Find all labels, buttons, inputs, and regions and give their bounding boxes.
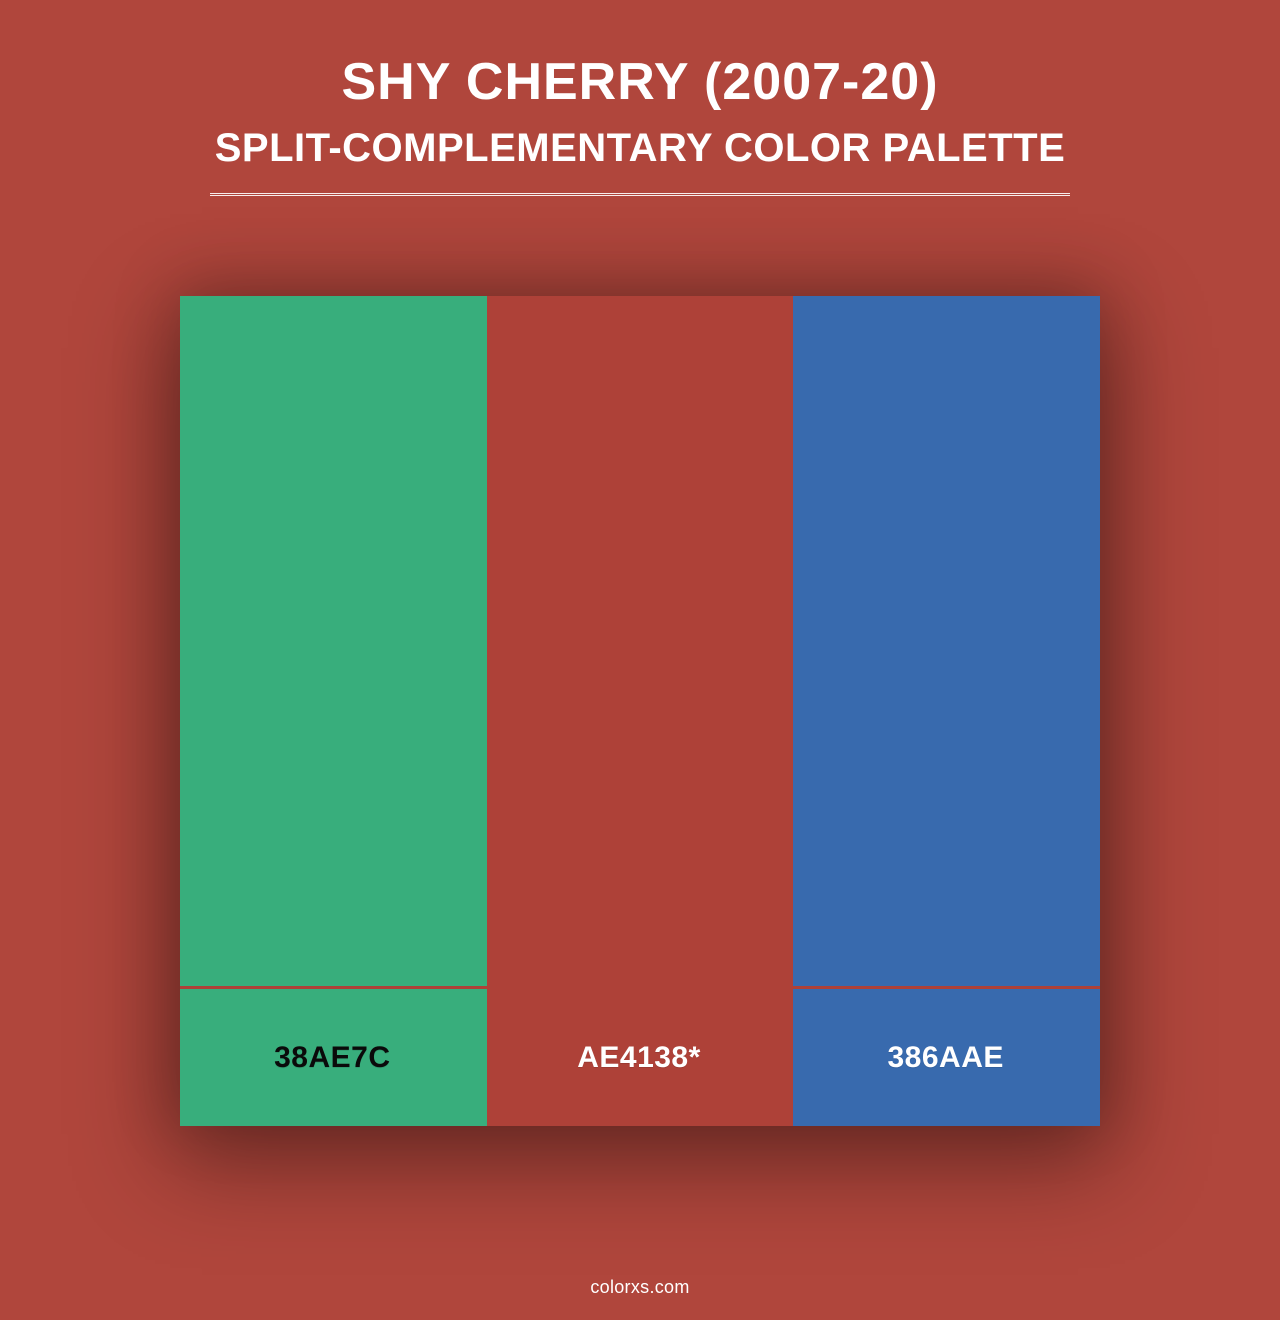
- header-divider: [210, 193, 1070, 196]
- footer-credit: colorxs.com: [0, 1277, 1280, 1298]
- swatch-1: [180, 296, 487, 986]
- page-subtitle: SPLIT-COMPLEMENTARY COLOR PALETTE: [210, 126, 1070, 171]
- swatch-label-2: AE4138*: [487, 989, 794, 1126]
- label-row: 38AE7C AE4138* 386AAE: [180, 986, 1100, 1126]
- swatch-2: [487, 296, 794, 986]
- page-title: SHY CHERRY (2007-20): [210, 52, 1070, 112]
- swatch-label-1: 38AE7C: [180, 989, 487, 1126]
- header: SHY CHERRY (2007-20) SPLIT-COMPLEMENTARY…: [210, 52, 1070, 196]
- swatch-row: [180, 296, 1100, 986]
- palette-page: SHY CHERRY (2007-20) SPLIT-COMPLEMENTARY…: [0, 0, 1280, 1320]
- palette-card: 38AE7C AE4138* 386AAE: [180, 296, 1100, 1126]
- swatch-label-3: 386AAE: [793, 989, 1100, 1126]
- swatch-3: [793, 296, 1100, 986]
